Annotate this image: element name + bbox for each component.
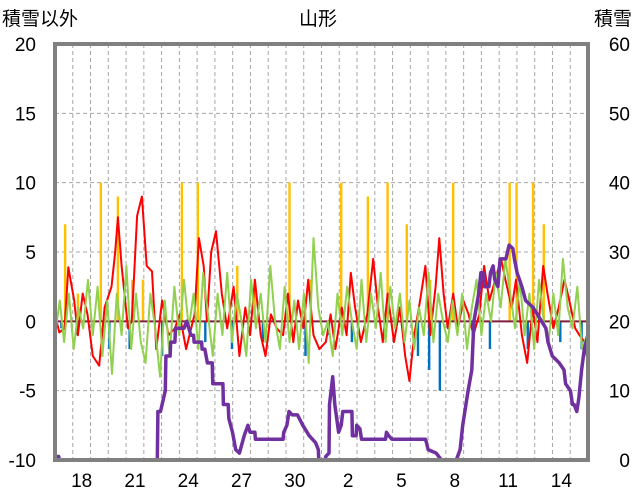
precip-bar: [63, 224, 67, 322]
right-tick-label: 60: [609, 35, 630, 56]
x-tick-label: 8: [449, 471, 460, 492]
right-tick-label: 20: [609, 312, 630, 333]
precip-bar: [366, 196, 370, 322]
snowfall-bar: [304, 321, 307, 356]
x-tick-label: 5: [396, 471, 407, 492]
chart-title: 山形: [299, 8, 337, 30]
snowfall-bar: [204, 321, 207, 343]
right-tick-label: 10: [609, 382, 630, 403]
right-y-ticks: 0 10 20 30 40 50 60: [609, 35, 630, 472]
precip-bar: [288, 182, 291, 322]
precip-bar: [451, 182, 455, 322]
x-tick-label: 24: [178, 471, 200, 492]
x-tick-label: 14: [551, 471, 573, 492]
snowfall-bar: [350, 321, 354, 343]
precip-bar: [515, 182, 518, 322]
precip-bar: [180, 182, 184, 322]
left-tick-label: -10: [9, 451, 36, 472]
snowfall-bar: [488, 321, 492, 350]
left-tick-label: 10: [15, 174, 36, 195]
precip-bar: [386, 182, 389, 322]
x-tick-label: 30: [284, 471, 305, 492]
precip-bar: [531, 182, 535, 322]
precip-bar: [340, 182, 343, 322]
snowfall-bar: [526, 321, 529, 350]
snowfall-bar: [427, 321, 431, 370]
left-tick-label: 5: [25, 243, 36, 264]
left-tick-label: -5: [19, 382, 36, 403]
x-tick-label: 21: [124, 471, 145, 492]
x-tick-label: 2: [343, 471, 354, 492]
left-tick-label: 20: [15, 35, 36, 56]
snowfall-bar: [438, 321, 442, 391]
plot-frame: [53, 42, 590, 462]
left-tick-label: 0: [25, 312, 36, 333]
left-y-ticks: -10 -5 0 5 10 15 20: [9, 35, 36, 472]
left-axis-label: 積雪以外: [2, 8, 78, 30]
x-tick-label: 11: [498, 471, 518, 492]
left-tick-label: 15: [15, 104, 36, 125]
x-ticks: 18 21 24 27 30 2 5 8 11 14: [71, 471, 572, 492]
right-axis-label: 積雪: [594, 8, 632, 30]
right-tick-label: 50: [609, 104, 630, 125]
series-lines: [54, 195, 590, 462]
sunshine_or_other-line: [54, 237, 588, 378]
x-tick-label: 18: [71, 471, 92, 492]
snowfall-bar: [416, 321, 420, 356]
right-tick-label: 40: [609, 174, 630, 195]
snow_depth-line: [55, 243, 590, 462]
precip-bar: [253, 279, 257, 322]
snowfall-bar: [261, 321, 265, 343]
x-tick-label: 27: [231, 471, 252, 492]
precip-bar: [99, 182, 103, 322]
precip-bar: [405, 224, 408, 322]
right-tick-label: 0: [619, 451, 630, 472]
precip-bar: [508, 182, 511, 322]
precip-bar: [141, 279, 145, 322]
precip-bar: [116, 196, 120, 322]
right-tick-label: 30: [609, 243, 630, 264]
snowfall-bar: [559, 321, 562, 343]
